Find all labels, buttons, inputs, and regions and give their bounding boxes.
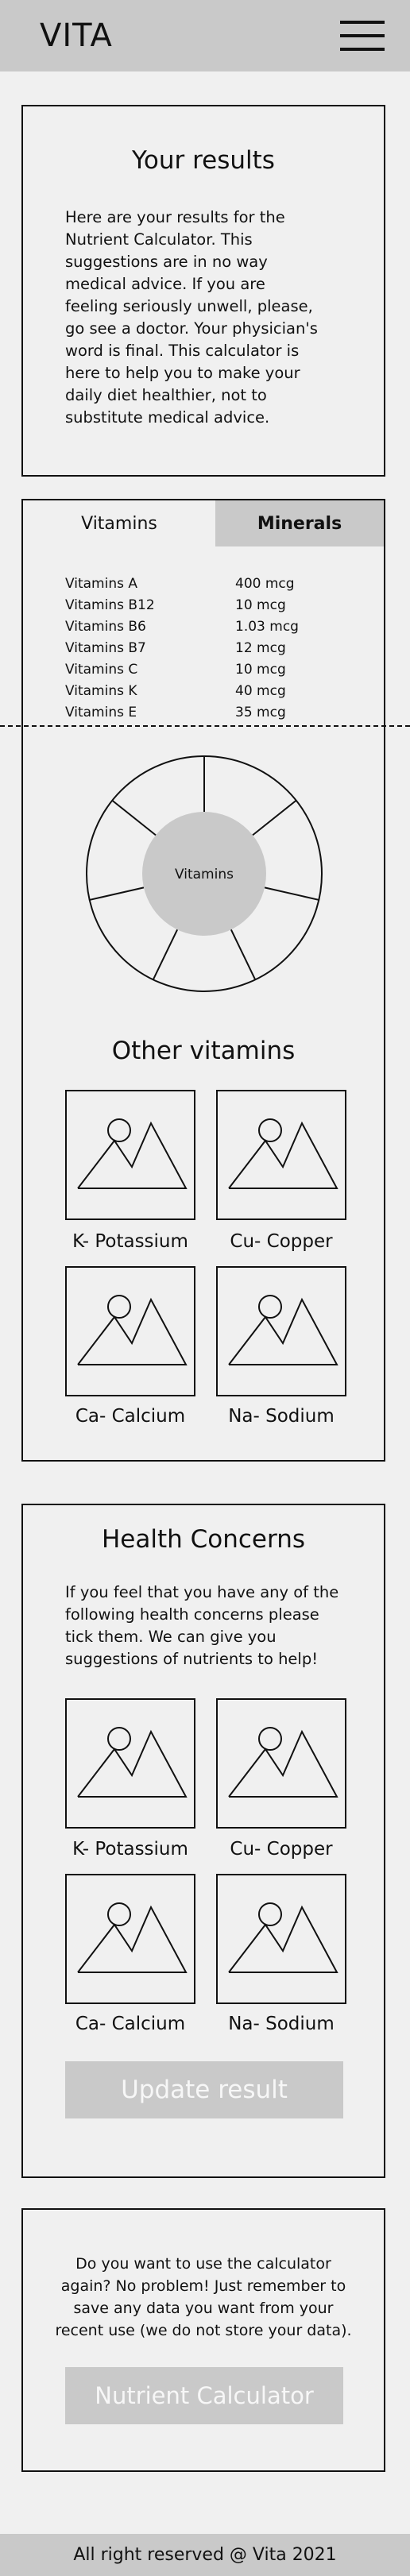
vitamin-name: Vitamins K [65, 683, 137, 699]
results-text: Here are your results for the Nutrient C… [65, 207, 367, 429]
calculator-line: save any data you want from your [73, 2300, 334, 2317]
vitamin-name: Vitamins B7 [65, 640, 146, 656]
other-vitamins-title: Other vitamins [111, 1037, 296, 1065]
results-line: Nutrient Calculator. This [65, 230, 253, 249]
vitamin-thumbnail[interactable] [65, 1090, 195, 1220]
health-concerns-text: If you feel that you have any of the fol… [65, 1582, 383, 1670]
results-panel: Your results Here are your results for t… [21, 105, 385, 477]
concern-thumbnail[interactable] [216, 1874, 346, 2004]
vitamin-name: Vitamins B12 [65, 597, 155, 613]
concern-thumbnail[interactable] [65, 1698, 195, 1829]
footer-text: All right reserved @ Vita 2021 [73, 2545, 337, 2565]
image-placeholder-icon [77, 1902, 188, 1973]
concern-thumbnail[interactable] [65, 1874, 195, 2004]
vitamin-caption: K- Potassium [72, 1231, 188, 1252]
vitamin-value: 40 mcg [235, 683, 286, 699]
vitamin-thumbnail[interactable] [216, 1090, 346, 1220]
image-placeholder-icon [77, 1118, 188, 1189]
results-line: go see a doctor. Your physician's [65, 319, 318, 338]
vitamin-value: 10 mcg [235, 662, 286, 678]
results-line: feeling seriously unwell, please, [65, 297, 313, 315]
calculator-line: Do you want to use the calculator [75, 2255, 331, 2273]
vitamins-donut-chart: Vitamins [86, 755, 323, 992]
image-placeholder-icon [228, 1727, 338, 1798]
results-title: Your results [132, 146, 275, 175]
concern-caption: Cu- Copper [230, 1839, 333, 1860]
health-line: tick them. We can give you [65, 1628, 277, 1646]
donut-divider-line [89, 886, 145, 901]
image-placeholder-icon [228, 1295, 338, 1365]
results-line: Here are your results for the [65, 208, 285, 226]
donut-divider-line [152, 929, 179, 980]
concern-caption: Na- Sodium [228, 2014, 335, 2034]
image-placeholder-icon [228, 1902, 338, 1973]
footer: All right reserved @ Vita 2021 [0, 2534, 410, 2576]
update-result-button[interactable]: Update result [65, 2061, 343, 2118]
vitamin-value: 400 mcg [235, 576, 295, 592]
vitamin-value: 1.03 mcg [235, 619, 299, 635]
vitamin-value: 10 mcg [235, 597, 286, 613]
tab-vitamins[interactable]: Vitamins [23, 500, 215, 546]
health-concerns-panel: Health Concerns If you feel that you hav… [21, 1504, 385, 2178]
health-line: suggestions of nutrients to help! [65, 1650, 319, 1668]
calculator-panel: Do you want to use the calculator again?… [21, 2208, 385, 2472]
results-line: here to help you to make your [65, 364, 300, 382]
concern-thumbnail[interactable] [216, 1698, 346, 1829]
vitamin-thumbnail[interactable] [216, 1266, 346, 1396]
results-line: medical advice. If you are [65, 275, 265, 293]
donut-divider-line [230, 929, 257, 980]
image-placeholder-icon [228, 1118, 338, 1189]
health-line: following health concerns please [65, 1605, 319, 1624]
calculator-text: Do you want to use the calculator again?… [31, 2253, 376, 2342]
vitamin-name: Vitamins E [65, 705, 137, 720]
donut-divider-line [264, 886, 319, 901]
vitamin-name: Vitamins C [65, 662, 138, 678]
vitamin-value: 12 mcg [235, 640, 286, 656]
vitamin-value: 35 mcg [235, 705, 286, 720]
donut-segment-dividers [89, 756, 319, 980]
dashed-divider [0, 725, 410, 727]
vitamin-thumbnail[interactable] [65, 1266, 195, 1396]
donut-center [142, 812, 266, 936]
vitamin-name: Vitamins B6 [65, 619, 146, 635]
image-placeholder-icon [77, 1295, 188, 1365]
donut-center-label: Vitamins [175, 867, 234, 882]
hamburger-menu-icon[interactable] [340, 19, 385, 54]
vitamins-panel: Vitamins Minerals Vitamins A 400 mcg Vita… [21, 499, 385, 1462]
header-bar: VITA [0, 0, 410, 71]
concern-caption: Ca- Calcium [75, 2014, 186, 2034]
calculator-line: again? No problem! Just remember to [60, 2277, 346, 2295]
results-line: substitute medical advice. [65, 408, 270, 427]
donut-divider-line [252, 799, 297, 836]
calculator-line: recent use (we do not store your data). [55, 2322, 352, 2339]
tab-minerals[interactable]: Minerals [215, 500, 384, 546]
health-line: If you feel that you have any of the [65, 1583, 339, 1601]
nutrient-calculator-button[interactable]: Nutrient Calculator [65, 2367, 343, 2424]
results-line: suggestions are in no way [65, 253, 268, 271]
logo[interactable]: VITA [40, 17, 113, 54]
vitamin-name: Vitamins A [65, 576, 138, 592]
vitamin-caption: Na- Sodium [228, 1406, 335, 1427]
vitamin-caption: Ca- Calcium [75, 1406, 186, 1427]
donut-divider-line [111, 799, 157, 836]
health-concerns-title: Health Concerns [101, 1525, 306, 1554]
vitamin-caption: Cu- Copper [230, 1231, 333, 1252]
results-line: word is final. This calculator is [65, 342, 300, 360]
concern-caption: K- Potassium [72, 1839, 188, 1860]
results-line: daily diet healthier, not to [65, 386, 267, 404]
image-placeholder-icon [77, 1727, 188, 1798]
